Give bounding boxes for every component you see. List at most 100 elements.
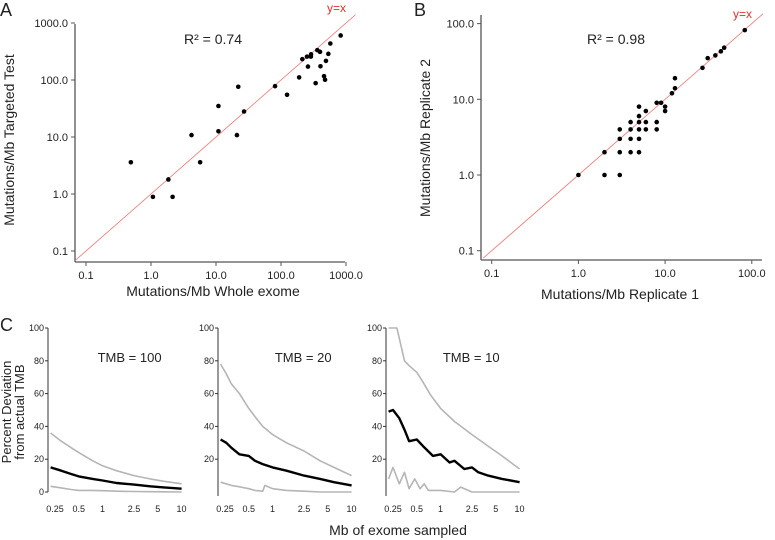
y-tick-label: 0 [39, 487, 44, 497]
y-tick-label: 10.0 [47, 132, 68, 144]
y-axis-label: Mutations/Mb Targeted Test [1, 54, 17, 226]
upper-line [50, 432, 182, 485]
x-tick-label: 10 [347, 504, 357, 514]
y-tick-label: 0.1 [459, 246, 474, 258]
data-point [197, 159, 203, 165]
data-point [617, 149, 623, 155]
data-point [713, 53, 718, 58]
x-tick-label: 10.0 [205, 270, 226, 282]
y-tick-label: 80 [204, 356, 214, 366]
data-point [718, 49, 724, 54]
data-point [672, 85, 678, 91]
x-tick-label: 0.5 [243, 504, 256, 514]
median-line [50, 466, 182, 490]
x-tick-label: 2.5 [466, 504, 479, 514]
data-point [721, 45, 727, 51]
subplot-tmb-1: 20 40 60 80 100 0.25 0.5 1 2.5 5 10 TMB = 20 [199, 323, 357, 514]
subplot-title: TMB = 100 [98, 350, 162, 365]
data-point [216, 128, 221, 134]
x-tick-label: 1 [100, 504, 105, 514]
x-tick-label: 0.5 [411, 504, 424, 514]
data-point [166, 177, 171, 182]
y-tick-label: 10.0 [453, 94, 474, 106]
data-point [628, 149, 633, 155]
median-line [388, 408, 520, 484]
y-axis-label: Mutations/Mb Replicate 2 [417, 59, 433, 217]
data-point [284, 92, 290, 98]
data-point [643, 127, 649, 132]
x-tick-label: 2.5 [298, 504, 311, 514]
y-equals-x-label: y=x [327, 1, 346, 15]
data-point [658, 100, 664, 106]
data-point [338, 33, 343, 38]
x-tick-label: 10.0 [654, 268, 675, 280]
x-tick-label: 0.25 [384, 504, 402, 514]
lower-line [50, 485, 182, 493]
y-tick-label: 60 [34, 389, 44, 399]
y-tick-label: 1000.0 [34, 18, 68, 30]
data-point [235, 84, 241, 90]
data-point [636, 149, 642, 155]
data-point [654, 127, 659, 132]
y-tick-label: 40 [372, 421, 382, 431]
data-point [636, 127, 642, 132]
data-point [318, 63, 323, 69]
lower-line [220, 481, 352, 493]
data-point [617, 127, 623, 132]
y-equals-x-line [75, 14, 356, 261]
data-point [317, 49, 323, 55]
x-tick-label: 100.0 [267, 270, 295, 282]
subplot-tmb-0: 0 20 40 60 80 100 0.25 0.5 1 2.5 5 10 TMB = 100 [29, 323, 187, 514]
y-tick-label: 20 [204, 454, 214, 464]
y-tick-label: 20 [34, 454, 44, 464]
x-tick-label: 1.0 [143, 270, 158, 282]
x-tick-label: 0.1 [78, 270, 93, 282]
y-tick-label: 100 [199, 323, 214, 333]
x-tick-label: 10 [515, 504, 525, 514]
panel-label-a: A [0, 0, 12, 20]
data-point [654, 100, 659, 106]
median-line [219, 438, 352, 487]
data-point [602, 172, 607, 178]
upper-line [219, 363, 352, 477]
data-point [305, 64, 311, 69]
data-point [241, 109, 247, 114]
y-tick-label: 80 [34, 356, 44, 366]
x-tick-label: 2.5 [128, 504, 141, 514]
data-point [662, 104, 668, 109]
panel-label-b: B [414, 0, 426, 20]
y-tick-label: 100.0 [446, 19, 474, 31]
y-tick-label: 60 [204, 389, 214, 399]
data-point [328, 41, 333, 46]
data-point [636, 136, 642, 142]
y-tick-label: 100 [367, 323, 382, 333]
r-squared-annotation: R² = 0.74 [184, 31, 242, 47]
x-tick-label: 1 [438, 504, 443, 514]
data-point [234, 132, 240, 138]
data-point [321, 73, 327, 79]
data-point [150, 194, 156, 200]
data-point [326, 51, 331, 57]
x-tick-label: 0.25 [216, 504, 234, 514]
data-point [636, 104, 642, 109]
data-point [313, 80, 318, 86]
data-point [705, 55, 711, 61]
x-tick-label: 10 [177, 504, 187, 514]
data-point [296, 75, 302, 80]
data-point [636, 119, 642, 125]
data-point [170, 194, 175, 200]
x-tick-label: 0.25 [46, 504, 64, 514]
panel-b-scatter: 0.1 1.0 10.0 100.0 0.1 1.0 10.0 100.0 y=x R² = 0.… [417, 7, 766, 302]
lower-line [387, 466, 520, 493]
y-tick-label: 20 [372, 454, 382, 464]
y-tick-label: 1.0 [53, 189, 68, 201]
y-equals-x-label: y=x [733, 7, 752, 21]
y-axis-label-line2: from actual TMB [12, 364, 27, 459]
data-point [643, 119, 649, 125]
data-point [322, 77, 328, 83]
data-point [216, 103, 221, 109]
data-point [323, 58, 329, 64]
x-axis-label: Mb of exome sampled [329, 522, 467, 538]
y-tick-label: 100.0 [40, 75, 68, 87]
